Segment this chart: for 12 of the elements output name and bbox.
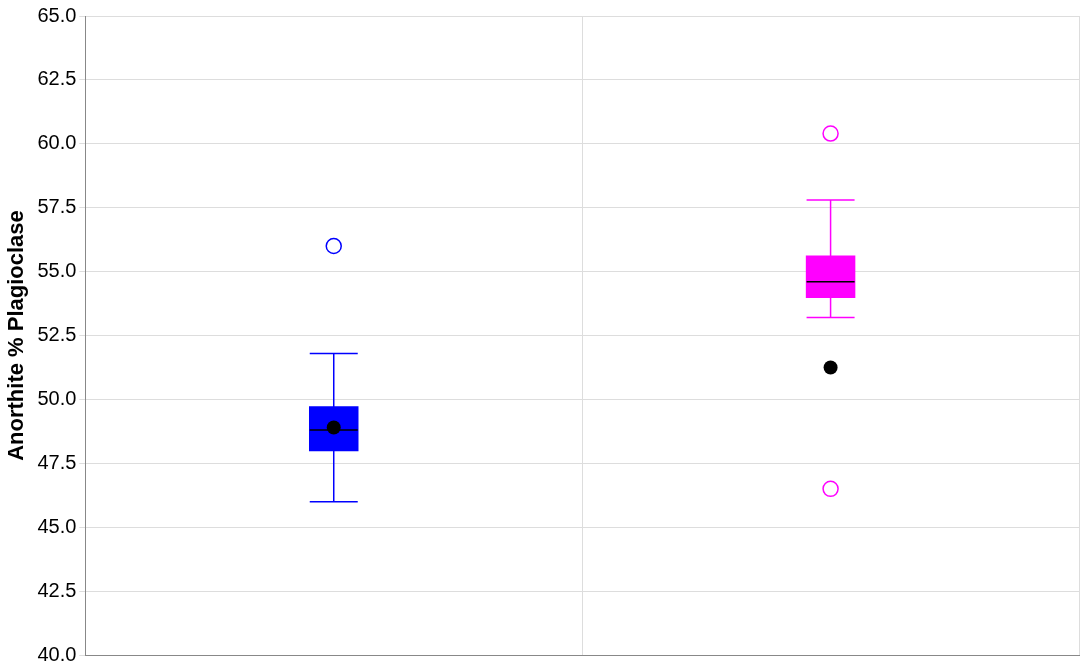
y-axis-title: Anorthite % Plagioclase [3, 210, 29, 461]
y-tick-label: 47.5 [37, 450, 77, 473]
y-tick-label: 60.0 [37, 131, 77, 154]
y-tick-label: 57.5 [37, 195, 77, 218]
y-tick-label: 55.0 [37, 259, 77, 282]
y-tick-label: 42.5 [37, 578, 77, 601]
y-tick-label: 65.0 [37, 3, 77, 26]
y-tick-label: 40.0 [37, 642, 77, 665]
y-tick-label: 45.0 [37, 514, 77, 537]
y-tick-label: 62.5 [37, 67, 77, 90]
y-tick-label: 52.5 [37, 323, 77, 346]
y-tick-label: 50.0 [37, 386, 77, 409]
